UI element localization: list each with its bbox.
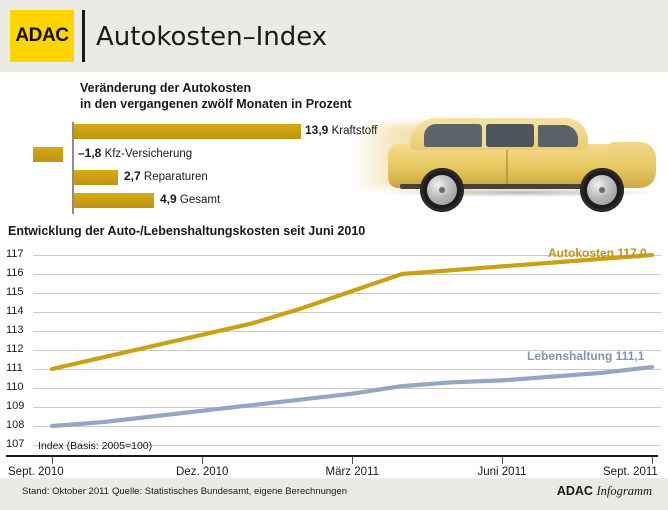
x-axis-line — [6, 455, 658, 457]
line-autokosten — [49, 252, 655, 372]
bar-label-reparaturen: 2,7 Reparaturen — [124, 169, 208, 183]
bar-label-kraftstoff: 13,9 Kraftstoff — [305, 123, 377, 137]
y-axis-tick-label: 109 — [6, 400, 25, 412]
grid-line — [33, 255, 661, 256]
car-window-mid — [486, 124, 534, 147]
grid-line — [33, 274, 661, 275]
footer-stand: Stand: Oktober 2011 — [22, 486, 109, 497]
car-hub-rear — [439, 187, 445, 193]
car-window-front — [538, 125, 578, 147]
footer-bar: Stand: Oktober 2011 Quelle: Statistische… — [0, 478, 668, 510]
y-axis-tick-label: 111 — [6, 362, 23, 374]
bar-kraftstoff — [74, 124, 301, 139]
grid-line — [33, 369, 661, 370]
x-axis-tick-label: Dez. 2010 — [176, 466, 229, 478]
grid-line — [33, 426, 661, 427]
x-axis-tick-label: Sept. 2011 — [603, 466, 658, 478]
bar-chart-zero-axis — [72, 122, 74, 214]
car-illustration — [352, 96, 662, 218]
y-axis-tick-label: 115 — [6, 286, 24, 298]
series-lines — [49, 252, 655, 429]
bar-value-gesamt: 4,9 — [160, 192, 177, 206]
car-shadow — [386, 188, 654, 197]
bar-name-gesamt: Gesamt — [179, 194, 221, 206]
bar-row: 2,7 Reparaturen — [0, 169, 420, 192]
car-wheel-rear — [420, 168, 464, 212]
x-axis-tick — [52, 457, 53, 464]
bar-value-reparaturen: 2,7 — [124, 169, 141, 183]
x-axis-tick-label: März 2011 — [325, 466, 379, 478]
grid-line — [33, 312, 661, 313]
bar-reparaturen — [74, 170, 118, 185]
series-label-lebenshaltung: Lebenshaltung 111,1 — [527, 349, 645, 363]
y-axis-tick-label: 107 — [6, 438, 25, 450]
line-chart-title: Entwicklung der Auto-/Lebenshaltungskost… — [8, 224, 366, 238]
bar-label-gesamt: 4,9 Gesamt — [160, 192, 220, 206]
adac-logo: ADAC — [10, 10, 74, 62]
x-axis-tick — [652, 457, 653, 464]
bar-value-kfz-versicherung: –1,8 — [78, 146, 102, 160]
bar-kfz-versicherung — [33, 147, 63, 162]
line-chart: 117 116 115 114 113 112 111 110 109 108 107 Index … — [0, 248, 668, 453]
car-window-rear — [424, 124, 482, 147]
x-axis-tick — [202, 457, 203, 464]
bar-row: 4,9 Gesamt — [0, 192, 420, 215]
x-axis-tick-label: Sept. 2010 — [8, 466, 64, 478]
y-axis-tick-label: 108 — [6, 419, 25, 431]
footer-brand: ADAC Infogramm — [557, 484, 652, 499]
car-rim-rear — [427, 175, 457, 205]
car-wheel-front — [580, 168, 624, 212]
bar-gesamt — [74, 193, 154, 208]
car-hub-front — [599, 187, 605, 193]
car-sill — [400, 184, 610, 189]
header-bar: ADAC Autokosten–Index — [0, 0, 668, 72]
car-door-line — [506, 150, 508, 184]
y-axis-tick-label: 114 — [6, 305, 24, 317]
bar-chart: 13,9 Kraftstoff –1,8 Kfz-Versicherung 2,… — [0, 120, 420, 216]
grid-line — [33, 445, 661, 446]
grid-line — [33, 350, 661, 351]
footer-brand-adac: ADAC — [556, 484, 593, 498]
y-axis-tick-label: 113 — [6, 324, 24, 336]
car-rim-front — [587, 175, 617, 205]
bar-row: –1,8 Kfz-Versicherung — [0, 146, 420, 169]
series-label-autokosten: Autokosten 117,0 — [548, 246, 647, 260]
adac-logo-text: ADAC — [15, 25, 69, 46]
footer-source: Quelle: Statistisches Bundesamt, eigene … — [112, 486, 348, 497]
bar-name-reparaturen: Reparaturen — [143, 171, 208, 183]
y-axis-tick-label: 112 — [6, 343, 24, 355]
grid-line — [33, 407, 661, 408]
page-title: Autokosten–Index — [96, 22, 328, 52]
bar-name-kfz-versicherung: Kfz-Versicherung — [104, 148, 193, 160]
subtitle-line-1: Veränderung der Autokosten — [80, 81, 252, 95]
x-axis-tick — [352, 457, 353, 464]
bar-chart-subtitle: Veränderung der Autokosten in den vergan… — [80, 80, 410, 112]
x-axis-tick-label: Juni 2011 — [477, 466, 527, 478]
index-basis-note: Index (Basis: 2005=100) — [38, 440, 153, 452]
y-axis-tick-label: 116 — [6, 267, 24, 279]
y-axis-tick-label: 110 — [6, 381, 24, 393]
subtitle-line-2: in den vergangenen zwölf Monaten in Proz… — [80, 97, 352, 111]
footer-brand-infogramm: Infogramm — [596, 484, 652, 498]
bar-name-kraftstoff: Kraftstoff — [331, 125, 378, 137]
car-b-pillar — [482, 123, 486, 148]
bar-value-kraftstoff: 13,9 — [305, 123, 329, 137]
grid-line — [33, 388, 661, 389]
grid-line — [33, 331, 661, 332]
header-divider — [82, 10, 85, 62]
x-axis-tick — [502, 457, 503, 464]
bar-label-kfz-versicherung: –1,8 Kfz-Versicherung — [78, 146, 192, 160]
bar-row: 13,9 Kraftstoff — [0, 123, 420, 146]
line-lebenshaltung — [49, 364, 655, 429]
y-axis-tick-label: 117 — [6, 248, 24, 260]
